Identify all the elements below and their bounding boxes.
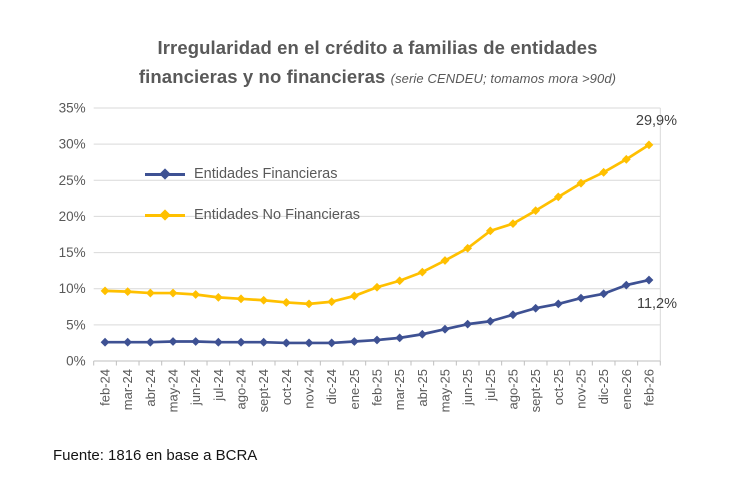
- chart-title-line2-bold: financieras y no financieras: [138, 66, 386, 87]
- legend-marker-financieras-icon: [145, 168, 185, 180]
- chart-subtitle: (serie CENDEU; tomamos mora >90d): [390, 71, 617, 86]
- svg-text:10%: 10%: [59, 281, 86, 296]
- svg-text:nov-25: nov-25: [573, 369, 588, 409]
- svg-text:abr-25: abr-25: [415, 369, 430, 407]
- svg-text:mar-25: mar-25: [392, 369, 407, 410]
- svg-text:ago-24: ago-24: [234, 369, 249, 409]
- source-note: Fuente: 1816 en base a BCRA: [53, 447, 258, 464]
- y-axis-labels: 0% 5% 10% 15% 20% 25% 30% 35%: [59, 101, 86, 369]
- svg-text:nov-24: nov-24: [302, 369, 317, 409]
- svg-text:15%: 15%: [59, 245, 86, 260]
- svg-text:0%: 0%: [66, 354, 86, 369]
- annotation-no-financieras-last-value: 29,9%: [635, 113, 677, 129]
- svg-text:30%: 30%: [59, 137, 86, 152]
- svg-text:35%: 35%: [59, 101, 86, 116]
- chart-title: Irregularidad en el crédito a familias d…: [20, 33, 735, 93]
- svg-text:25%: 25%: [59, 173, 86, 188]
- svg-text:may-24: may-24: [166, 369, 181, 412]
- svg-text:mar-24: mar-24: [120, 369, 135, 410]
- svg-text:20%: 20%: [59, 209, 86, 224]
- svg-text:oct-25: oct-25: [551, 369, 566, 405]
- x-axis: [93, 360, 661, 366]
- chart-title-line2: financieras y no financieras (serie CEND…: [20, 62, 735, 93]
- svg-text:sept-25: sept-25: [528, 369, 543, 412]
- svg-text:jul-24: jul-24: [211, 369, 226, 402]
- svg-text:abr-24: abr-24: [143, 369, 158, 407]
- svg-text:jun-24: jun-24: [188, 369, 203, 406]
- svg-text:jun-25: jun-25: [460, 369, 475, 406]
- svg-text:oct-24: oct-24: [279, 369, 294, 405]
- svg-text:feb-24: feb-24: [98, 369, 113, 406]
- series-entidades-financieras: [100, 275, 654, 348]
- svg-text:may-25: may-25: [437, 369, 452, 412]
- svg-text:sept-24: sept-24: [256, 369, 271, 412]
- annotation-financieras-last-value: 11,2%: [636, 296, 677, 312]
- legend-diamond-financieras-icon: [159, 168, 171, 180]
- svg-text:5%: 5%: [66, 317, 86, 332]
- svg-text:dic-24: dic-24: [324, 369, 339, 404]
- svg-text:feb-26: feb-26: [641, 369, 656, 406]
- series-entidades-no-financieras: [100, 140, 654, 309]
- chart-title-line1: Irregularidad en el crédito a familias d…: [157, 37, 598, 58]
- legend-diamond-no-financieras-icon: [159, 209, 171, 221]
- svg-text:ago-25: ago-25: [505, 369, 520, 409]
- legend-marker-no-financieras-icon: [145, 209, 185, 221]
- svg-text:ene-25: ene-25: [347, 369, 362, 409]
- legend-label-no-financieras: Entidades No Financieras: [194, 207, 361, 223]
- svg-text:feb-25: feb-25: [370, 369, 385, 406]
- x-axis-labels: feb-24 mar-24 abr-24 may-24 jun-24 jul-24 ago-…: [98, 369, 657, 412]
- svg-text:dic-25: dic-25: [596, 369, 611, 404]
- legend-label-financieras: Entidades Financieras: [194, 166, 338, 182]
- gridlines: [93, 107, 661, 361]
- svg-text:jul-25: jul-25: [483, 369, 498, 402]
- svg-text:ene-26: ene-26: [619, 369, 634, 409]
- legend-item-entidades-no-financieras: Entidades No Financieras: [145, 205, 360, 225]
- legend-item-entidades-financieras: Entidades Financieras: [145, 164, 337, 184]
